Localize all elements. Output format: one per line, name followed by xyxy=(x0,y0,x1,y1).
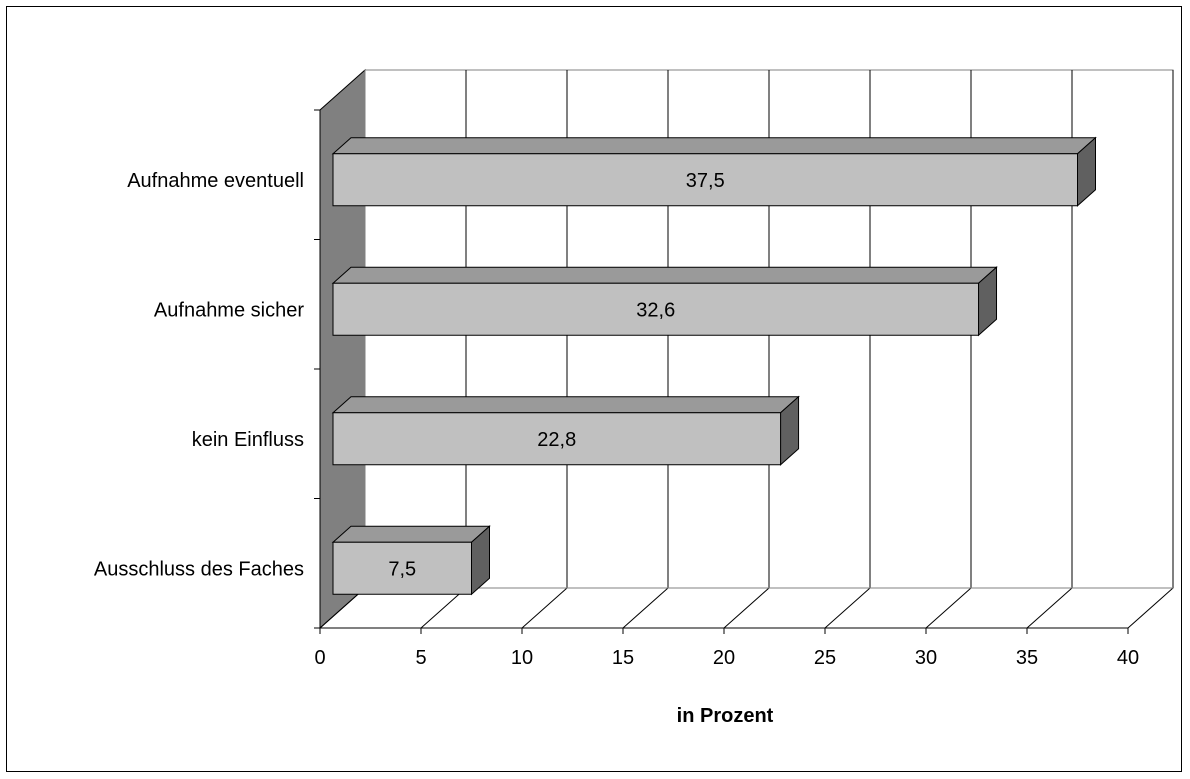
bar xyxy=(332,412,782,466)
bar-top xyxy=(331,266,998,284)
x-tick-label: 20 xyxy=(713,647,735,669)
floor-gridline xyxy=(1026,587,1073,629)
bars-layer xyxy=(331,136,1097,596)
floor-gridline xyxy=(521,587,568,629)
floor-gridline xyxy=(925,587,972,629)
x-tick-label: 10 xyxy=(511,647,533,669)
x-axis-title: in Prozent xyxy=(677,705,774,727)
data-label: 32,6 xyxy=(636,299,675,321)
bar xyxy=(332,282,980,336)
data-label: 37,5 xyxy=(686,170,725,192)
floor-gridline xyxy=(1127,587,1174,629)
labels-layer: 0 5 10 15 20 25 30 35 40 7,5 Ausschluss des Faches… xyxy=(94,170,1139,669)
chart-frame xyxy=(6,6,1182,772)
bar-top xyxy=(331,525,491,543)
x-tick-label: 35 xyxy=(1016,647,1038,669)
bar xyxy=(332,541,472,595)
x-tick-label: 25 xyxy=(814,647,836,669)
category-label: Aufnahme sicher xyxy=(154,299,304,321)
floor-gridline xyxy=(824,587,871,629)
bar-top xyxy=(331,137,1097,155)
x-tick-label: 5 xyxy=(415,647,426,669)
category-label: Aufnahme eventuell xyxy=(127,170,304,192)
x-tick-label: 15 xyxy=(612,647,634,669)
category-label: kein Einfluss xyxy=(192,429,304,451)
bar xyxy=(332,153,1078,207)
x-tick-label: 30 xyxy=(915,647,937,669)
x-tick-label: 0 xyxy=(314,647,325,669)
floor-gridline xyxy=(723,587,770,629)
data-label: 7,5 xyxy=(388,558,416,580)
bar-top xyxy=(331,396,800,414)
category-label: Ausschluss des Faches xyxy=(94,558,304,580)
floor-gridline xyxy=(622,587,669,629)
data-label: 22,8 xyxy=(537,429,576,451)
x-tick-label: 40 xyxy=(1117,647,1139,669)
